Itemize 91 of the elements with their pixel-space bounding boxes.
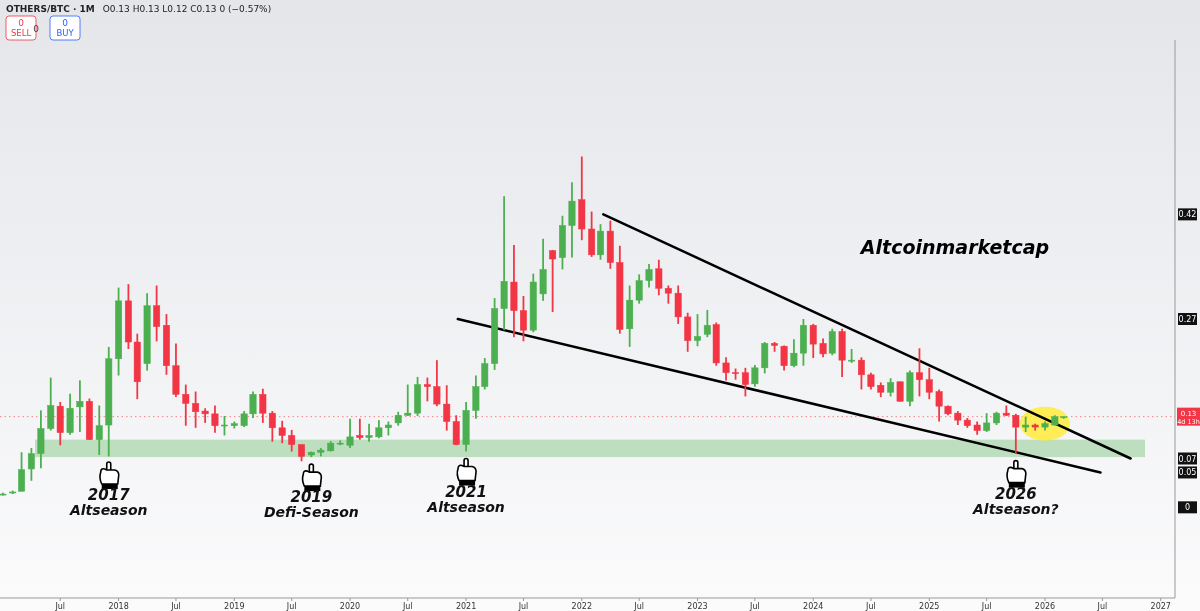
chart-title: OTHERS/BTC · 1M: [6, 4, 95, 14]
y-tick-label: 0.07: [1178, 454, 1197, 464]
candlestick: [906, 369, 914, 408]
candlestick: [896, 380, 904, 403]
candlestick: [394, 410, 402, 427]
x-tick-label: 2019: [224, 602, 245, 611]
annotation: 2021 Altseason: [426, 482, 505, 515]
chart-subtitle: O0.13 H0.13 L0.12 C0.13 0 (−0.57%): [102, 4, 272, 14]
candlestick: [983, 412, 991, 433]
candlestick: [414, 375, 421, 417]
candlestick: [674, 284, 682, 325]
candlestick: [684, 311, 692, 353]
x-tick-label: Jul: [749, 602, 760, 611]
candlestick: [211, 404, 219, 434]
text: 0 SELL: [10, 18, 32, 38]
candlestick: [510, 244, 518, 339]
x-tick-label: Jul: [401, 602, 413, 611]
candlestick: [819, 337, 827, 359]
candlestick: [433, 359, 441, 408]
candlestick: [1012, 412, 1020, 455]
text: 0 BUY: [56, 18, 75, 38]
x-tick-label: 2024: [803, 602, 824, 611]
candlestick: [848, 348, 856, 364]
y-tick-label: 0.05: [1178, 468, 1197, 478]
candlestick: [1022, 415, 1030, 433]
candlestick: [375, 419, 383, 440]
x-tick-label: 2026: [1034, 602, 1056, 611]
x-tick-label: 2023: [687, 602, 708, 611]
x-tick-label: 2025: [919, 602, 940, 611]
candlestick: [288, 429, 296, 453]
candlestick: [346, 417, 354, 449]
candlestick: [76, 379, 84, 433]
candlestick: [867, 371, 875, 391]
candlestick: [597, 223, 604, 261]
candlestick: [809, 322, 817, 359]
candlestick: [259, 387, 267, 424]
candlestick: [529, 272, 537, 334]
x-tick-label: Jul: [285, 602, 297, 611]
x-tick-label: Jul: [1096, 602, 1108, 611]
x-tick-label: Jul: [170, 602, 181, 611]
candlestick: [578, 155, 586, 242]
candlestick: [712, 321, 720, 367]
candlestick: [1031, 422, 1039, 432]
candlestick: [520, 295, 527, 343]
candlestick: [95, 404, 103, 456]
candlestick: [838, 327, 846, 378]
candlestick: [201, 407, 209, 424]
y-tick-label: 0: [1184, 503, 1191, 513]
annotation: 2017 Altseason: [68, 486, 148, 519]
candlestick: [606, 219, 614, 270]
y-tick-label: 0.42: [1178, 210, 1197, 220]
x-tick-label: 2022: [571, 602, 592, 611]
candlestick: [828, 327, 836, 357]
candlestick: [568, 181, 576, 259]
candlestick: [539, 237, 547, 302]
x-tick-label: 2018: [108, 602, 129, 611]
candlestick: [645, 263, 653, 289]
x-tick-label: 2020: [339, 602, 361, 611]
x-tick-label: 2021: [455, 602, 477, 611]
candlestick: [230, 420, 238, 430]
candlestick: [694, 313, 701, 348]
candlestick: [1041, 420, 1049, 432]
candlestick: [973, 420, 981, 436]
candlestick: [404, 383, 412, 417]
x-tick-label: 2027: [1150, 602, 1171, 611]
candlestick: [307, 450, 315, 459]
candlestick: [278, 419, 286, 445]
candlestick: [221, 415, 228, 437]
x-tick-label: Jul: [865, 602, 876, 611]
candlestick: [655, 258, 663, 297]
candlestick: [916, 347, 923, 398]
x-tick-label: Jul: [54, 602, 66, 611]
candlestick: [384, 420, 392, 437]
candlestick: [877, 381, 885, 399]
x-tick-label: Jul: [980, 602, 992, 611]
x-tick-label: Jul: [633, 602, 645, 611]
candlestick: [365, 422, 373, 443]
candlestick: [356, 417, 364, 441]
text: 0: [33, 24, 40, 34]
y-tick-label: 0.27: [1178, 315, 1197, 324]
candlestick: [925, 366, 933, 401]
candlestick: [722, 356, 730, 382]
candlestick: [317, 447, 325, 458]
candlestick: [1002, 404, 1010, 417]
annotation: Altcoinmarketcap: [858, 236, 1050, 258]
candlestick: [182, 383, 190, 427]
x-tick-label: Jul: [517, 602, 529, 611]
annotation: 2026 Altseason?: [972, 484, 1059, 517]
candlestick: [172, 342, 180, 399]
annotation: 2019 Defi-Season: [263, 488, 359, 521]
candlestick: [751, 364, 759, 388]
